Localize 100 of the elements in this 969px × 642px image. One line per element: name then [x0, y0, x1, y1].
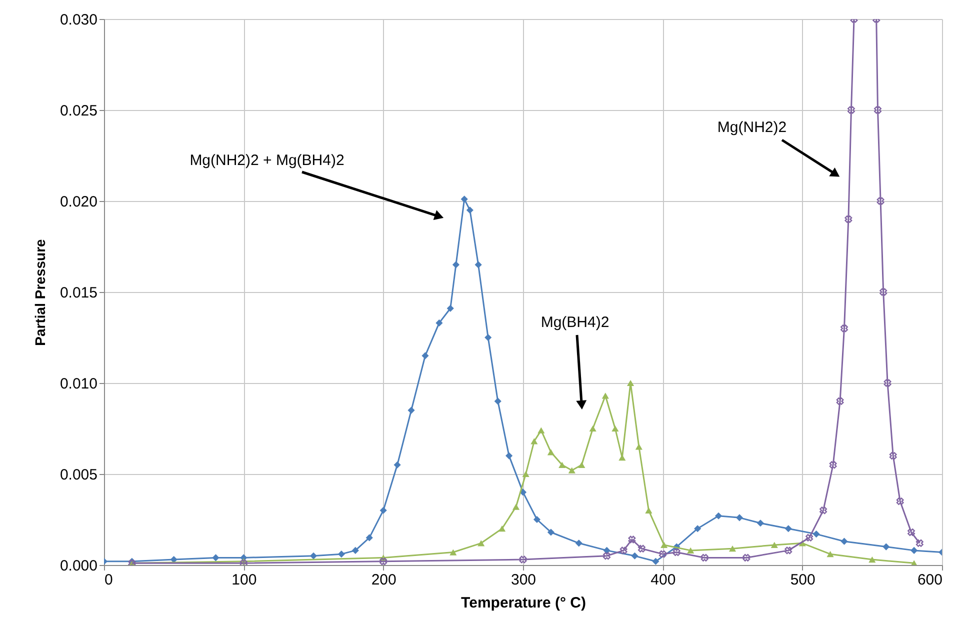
point [806, 534, 814, 542]
point [450, 549, 457, 556]
x-tick-label: 200 [371, 572, 396, 588]
point [874, 106, 882, 114]
point [452, 261, 460, 268]
point [847, 106, 855, 114]
point [910, 546, 918, 554]
point [212, 554, 220, 562]
point [836, 397, 844, 405]
point [784, 525, 792, 532]
point [466, 206, 474, 214]
point [736, 514, 744, 522]
point [620, 546, 628, 554]
point [889, 452, 897, 460]
y-tick-label: 0.015 [60, 284, 98, 302]
point [380, 506, 387, 514]
point [628, 536, 636, 544]
point [498, 526, 506, 532]
point [558, 462, 566, 468]
point [422, 352, 429, 360]
y-tick-label: 0.025 [60, 102, 98, 120]
point [880, 288, 888, 296]
point [884, 379, 892, 387]
x-axis-title: Temperature (° C) [461, 594, 586, 612]
point [820, 506, 828, 514]
point [908, 528, 916, 536]
point [896, 498, 904, 506]
point [522, 470, 530, 478]
point [612, 425, 619, 432]
point [635, 444, 642, 450]
point [512, 504, 520, 510]
y-tick-label: 0.030 [60, 12, 98, 28]
point [474, 261, 482, 268]
point [687, 547, 694, 554]
point [366, 534, 373, 542]
point [568, 467, 576, 474]
point [840, 538, 848, 545]
point [784, 546, 792, 554]
point [672, 548, 680, 556]
point [627, 380, 634, 386]
point [436, 319, 443, 326]
point [829, 461, 837, 469]
point [714, 512, 722, 520]
point [505, 452, 513, 460]
x-tick-label: 100 [232, 572, 257, 588]
point [394, 461, 401, 468]
point [770, 542, 778, 548]
point [603, 552, 611, 560]
point [868, 556, 876, 563]
point [589, 425, 596, 432]
point [310, 552, 318, 560]
point [478, 540, 485, 546]
y-tick-label: 0.005 [60, 466, 98, 484]
point [575, 540, 582, 547]
point [484, 334, 492, 342]
annotation: Mg(NH2)2 [717, 119, 787, 136]
x-tick-label: 300 [510, 572, 536, 588]
x-tick-label: 500 [790, 572, 816, 588]
x-tick-label: 600 [917, 572, 942, 588]
point [658, 550, 666, 558]
y-tick-label: 0.020 [60, 194, 98, 210]
point [547, 449, 554, 456]
point [446, 304, 454, 312]
point [694, 525, 702, 532]
point [756, 520, 764, 527]
point [882, 543, 890, 550]
point [547, 528, 554, 536]
y-tick-label: 0.000 [60, 558, 98, 574]
point [408, 406, 415, 414]
point [652, 558, 660, 565]
point [380, 558, 388, 565]
point [840, 324, 848, 332]
point [538, 427, 545, 434]
point [844, 215, 852, 223]
point [602, 392, 609, 399]
point [460, 196, 468, 203]
point [638, 544, 646, 552]
point [530, 438, 538, 444]
point [578, 462, 586, 468]
point [352, 546, 359, 554]
point [728, 546, 736, 552]
point [812, 530, 820, 538]
point [645, 507, 652, 514]
annotation: Mg(BH4)2 [540, 314, 610, 331]
point [916, 539, 924, 547]
y-tick-label: 0.010 [60, 376, 98, 392]
point [533, 516, 541, 524]
point [826, 551, 834, 558]
point [631, 552, 638, 560]
x-tick-label: 0 [104, 572, 113, 588]
point [519, 556, 527, 564]
x-tick-label: 400 [650, 572, 676, 588]
point [742, 554, 750, 562]
point [876, 197, 884, 205]
y-axis-title: Partial Pressure [32, 238, 48, 346]
point [494, 398, 502, 405]
point [700, 554, 708, 562]
point [338, 550, 345, 558]
point [660, 542, 668, 548]
annotation: Mg(NH2)2 + Mg(BH4)2 [190, 152, 344, 169]
